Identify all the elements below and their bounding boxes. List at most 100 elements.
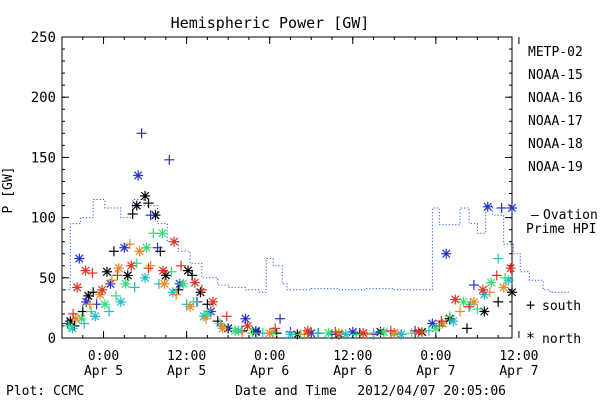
data-point (189, 277, 200, 288)
data-point (136, 128, 147, 139)
data-point (202, 308, 213, 319)
data-point (187, 270, 198, 281)
data-point (88, 287, 99, 298)
data-point (264, 328, 275, 339)
data-point (444, 311, 455, 322)
data-point (493, 296, 504, 307)
data-point (351, 329, 362, 340)
data-point (498, 282, 509, 293)
series-ovation-prime-hpi (62, 199, 571, 293)
ovation-label-line2: Prime HPI (526, 222, 596, 237)
y-tick-label: 250 (31, 30, 56, 46)
data-point (195, 287, 206, 298)
data-point (230, 325, 241, 336)
data-point (120, 278, 131, 289)
ovation-label-line1: Ovation (543, 208, 598, 223)
data-point (237, 326, 247, 337)
data-point (385, 325, 396, 336)
data-point (133, 170, 144, 181)
data-point (143, 198, 154, 209)
x-tick-label-time: 12:00 (333, 349, 372, 364)
data-point (169, 236, 180, 247)
data-point (157, 228, 168, 239)
data-point (479, 306, 490, 317)
data-point (87, 267, 98, 278)
data-point (196, 284, 207, 295)
data-point (437, 318, 448, 329)
x-tick-label-time: 12:00 (167, 349, 206, 364)
data-point (496, 202, 507, 213)
data-point (111, 290, 121, 301)
x-tick-label-day: Apr 5 (167, 364, 206, 379)
data-point (468, 296, 479, 307)
data-point (108, 246, 119, 257)
legend: METP-02 NOAA-15 NOAA-16 NOAA-17 NOAA-18 NOAA-… (528, 45, 583, 175)
data-point (270, 323, 281, 334)
x-tick-label-day: Apr 6 (333, 364, 372, 379)
data-point (131, 200, 142, 211)
x-tick-label-day: Apr 6 (250, 364, 289, 379)
y-tick-label: 150 (31, 150, 56, 166)
data-point (500, 272, 511, 283)
ovation-dash: – (531, 208, 539, 223)
data-point (436, 316, 447, 327)
data-point (275, 313, 286, 324)
data-point (240, 313, 251, 324)
legend-metp-02: METP-02 (528, 45, 583, 60)
star-symbol: * (526, 329, 535, 347)
data-point (166, 266, 177, 277)
x-tick-label-time: 12:00 (499, 349, 538, 364)
data-point (378, 326, 389, 337)
data-point (122, 270, 133, 281)
data-point (413, 326, 424, 337)
data-point (302, 325, 313, 336)
ovation-legend: – Ovation Prime HPI (526, 208, 598, 237)
data-point (86, 306, 97, 317)
data-point (176, 260, 187, 271)
data-point (70, 313, 81, 324)
data-point (105, 278, 116, 289)
data-point (164, 154, 175, 165)
legend-noaa-16: NOAA-16 (528, 91, 583, 106)
data-point (178, 278, 189, 289)
data-point (430, 323, 441, 334)
data-point (134, 246, 145, 257)
series-noaa-15 (62, 128, 517, 340)
data-point (62, 318, 73, 329)
y-axis-label: P [GW] (1, 167, 16, 214)
data-point (507, 287, 517, 298)
data-point (368, 328, 379, 339)
footer-left: Plot: CCMC (6, 384, 84, 399)
symbol-legend: + south * north (526, 296, 581, 347)
data-point (112, 270, 123, 281)
data-point (441, 248, 452, 259)
x-tick-label-day: Apr 7 (416, 364, 455, 379)
data-point (148, 228, 159, 239)
data-point (455, 306, 466, 317)
data-point (482, 201, 493, 212)
data-point (129, 282, 140, 293)
data-point (124, 239, 135, 250)
x-tick-label-time: 0:00 (88, 349, 119, 364)
data-point (427, 318, 438, 329)
data-point (127, 208, 138, 219)
data-point (201, 313, 211, 324)
legend-noaa-19: NOAA-19 (528, 160, 583, 175)
series-noaa-16 (67, 253, 514, 340)
series-noaa-19 (68, 236, 516, 339)
data-point (159, 278, 170, 289)
data-point (207, 296, 218, 307)
data-point (119, 242, 130, 253)
data-point (330, 326, 341, 337)
x-tick-label-day: Apr 7 (499, 364, 538, 379)
data-point (97, 284, 108, 295)
legend-noaa-15: NOAA-15 (528, 68, 583, 83)
data-point (406, 328, 417, 339)
data-point (448, 316, 459, 327)
data-point (90, 311, 101, 322)
data-point (358, 328, 369, 339)
y-tick-label: 0 (48, 331, 56, 347)
x-tick-label-time: 0:00 (420, 349, 451, 364)
series-noaa-17 (63, 228, 511, 340)
data-point (462, 323, 472, 334)
